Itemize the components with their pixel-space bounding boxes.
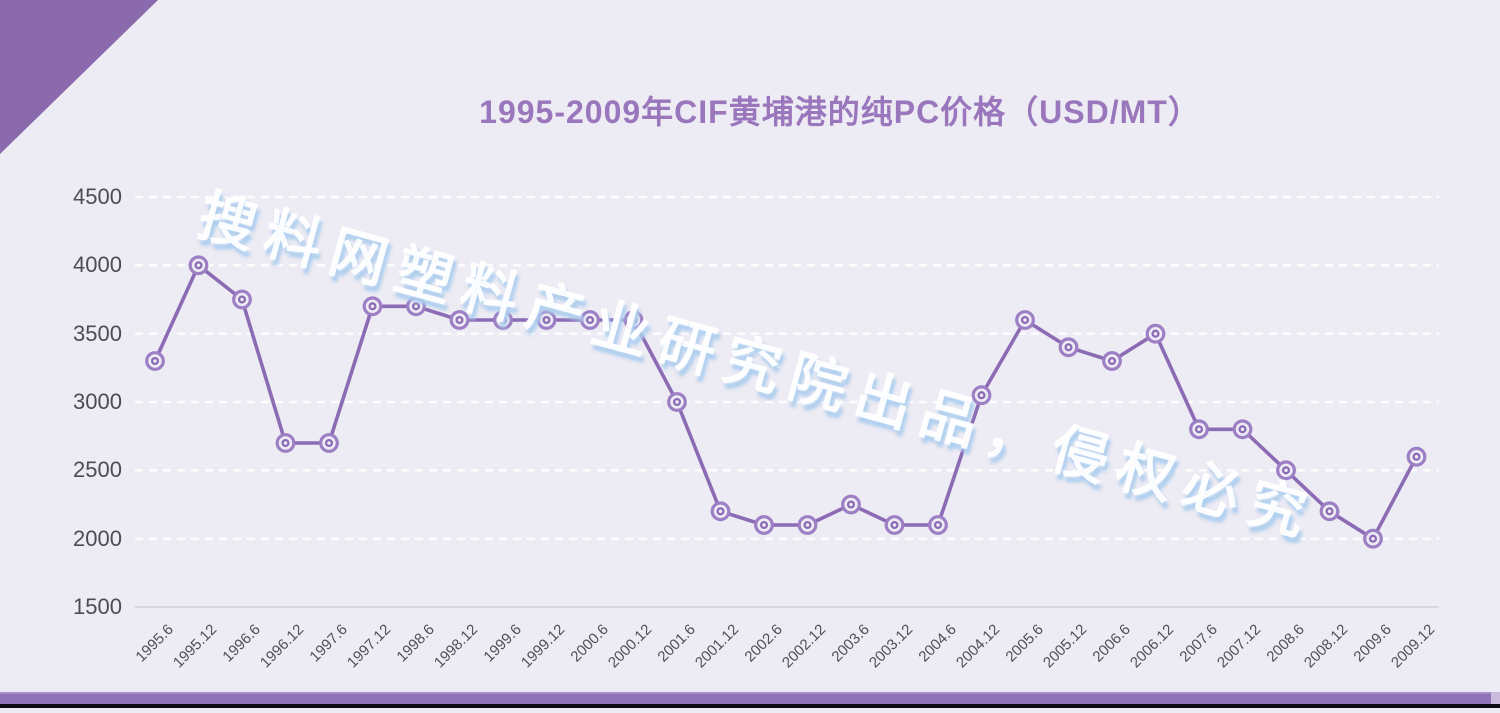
y-axis-tick-label: 3000 — [73, 389, 122, 414]
y-axis-tick-label: 1500 — [73, 594, 122, 619]
bottom-accent-bar-end — [1491, 692, 1500, 704]
y-axis-tick-label: 4000 — [73, 252, 122, 278]
bottom-accent-bar — [0, 692, 1500, 704]
y-axis-tick-label: 2000 — [73, 525, 122, 551]
chart-title: 1995-2009年CIF黄埔港的纯PC价格（USD/MT） — [479, 94, 1201, 131]
y-axis-tick-label: 4500 — [73, 184, 122, 209]
y-axis-tick-label: 2500 — [73, 457, 122, 483]
y-axis-tick-label: 3500 — [73, 320, 122, 346]
bottom-dark-strip — [0, 704, 1500, 708]
